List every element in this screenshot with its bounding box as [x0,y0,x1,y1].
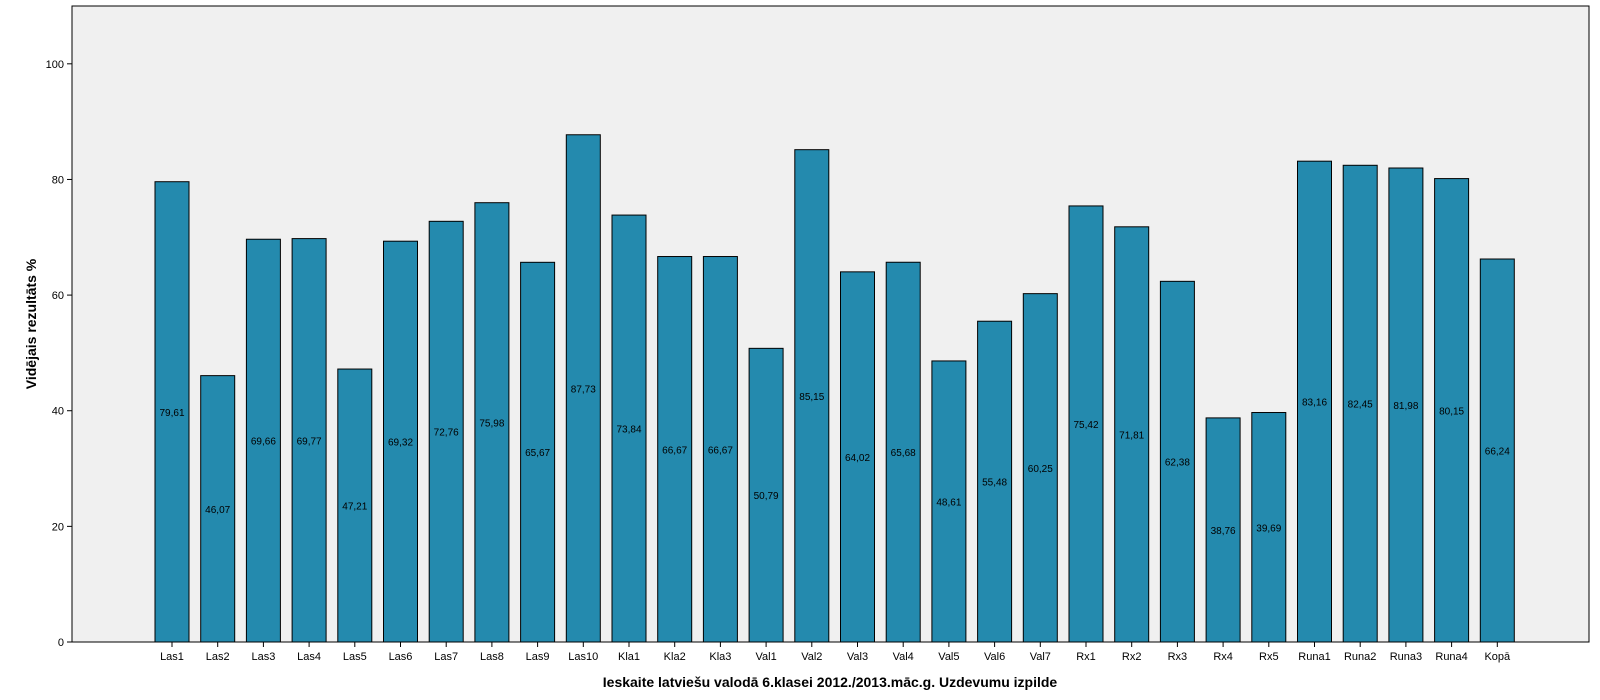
data-label: 85,15 [799,392,824,403]
bars [154,134,1515,643]
y-tick-label: 40 [52,406,64,418]
x-tick-label: Val1 [755,651,776,663]
bar-val5 [931,360,967,643]
bar-val2 [794,149,830,643]
bar-las3 [245,238,281,643]
data-label: 46,07 [205,505,230,516]
bar-val6 [977,320,1013,643]
data-label: 80,15 [1439,406,1464,417]
data-label: 60,25 [1028,464,1053,475]
bar-las2 [200,375,236,643]
bar-rx3 [1159,280,1195,643]
data-label: 69,77 [297,436,322,447]
y-axis: 0 20 40 60 80 100 [46,59,72,649]
data-label: 48,61 [936,497,961,508]
x-tick-label: Rx2 [1122,651,1142,663]
x-axis-title: Ieskaite latviešu valodā 6.klasei 2012./… [603,674,1058,690]
bar-kla3 [702,256,738,643]
data-labels: 79,61 46,07 69,66 69,77 47,21 69,32 72,76 75,98… [159,384,1510,537]
data-label: 38,76 [1211,526,1236,537]
x-tick-label: Kla2 [664,651,686,663]
x-tick-label: Las3 [251,651,275,663]
data-label: 55,48 [982,478,1007,489]
bar-runa4 [1434,178,1470,643]
bar-runa2 [1342,164,1378,643]
x-tick-label: Las10 [568,651,598,663]
x-tick-label: Las2 [206,651,230,663]
data-label: 87,73 [571,384,596,395]
bar-rx4 [1205,417,1241,643]
data-label: 50,79 [754,491,779,502]
x-tick-label: Las7 [434,651,458,663]
y-tick-label: 60 [52,290,64,302]
x-tick-label: Runa1 [1298,651,1330,663]
bar-runa1 [1297,160,1332,643]
bar-las5 [337,368,373,643]
y-tick-label: 80 [52,174,64,186]
bar-rx5 [1251,412,1287,643]
y-tick-label: 20 [52,521,64,533]
bar-las10 [565,134,601,643]
data-label: 65,68 [891,448,916,459]
y-tick-label: 100 [46,59,64,71]
bar-val3 [840,271,875,643]
x-tick-label: Val5 [938,651,959,663]
data-label: 83,16 [1302,398,1327,409]
data-label: 65,67 [525,448,550,459]
data-label: 75,98 [479,418,504,429]
y-tick-label: 0 [58,637,64,649]
x-tick-label: Val4 [893,651,914,663]
bar-runa3 [1388,167,1424,643]
data-label: 64,02 [845,453,870,464]
data-label: 39,69 [1256,523,1281,534]
x-tick-label: Rx5 [1259,651,1279,663]
bar-rx1 [1068,205,1104,643]
bar-rx2 [1114,226,1150,643]
data-label: 82,45 [1348,400,1373,411]
x-tick-label: Las9 [526,651,550,663]
x-tick-label: Rx1 [1076,651,1096,663]
x-tick-label: Runa3 [1390,651,1422,663]
x-tick-label: Kla1 [618,651,640,663]
x-tick-label: Las8 [480,651,504,663]
x-tick-label: Runa2 [1344,651,1376,663]
data-label: 47,21 [342,502,367,513]
x-tick-label: Val7 [1030,651,1051,663]
bar-val4 [885,261,921,643]
data-label: 69,66 [251,437,276,448]
x-tick-label: Las4 [297,651,321,663]
x-tick-label: Kla3 [709,651,731,663]
x-tick-label: Rx3 [1168,651,1188,663]
x-tick-label: Rx4 [1213,651,1233,663]
data-label: 69,32 [388,438,413,449]
x-tick-label: Val2 [801,651,822,663]
x-tick-label: Kopā [1484,651,1511,663]
data-label: 62,38 [1165,458,1190,469]
data-label: 79,61 [159,408,184,419]
data-label: 66,67 [662,445,687,456]
x-tick-label: Val6 [984,651,1005,663]
x-tick-label: Runa4 [1435,651,1467,663]
y-axis-title: Vidējais rezultāts % [23,258,39,389]
bar-kopā [1479,258,1515,643]
data-label: 66,67 [708,445,733,456]
bar-val7 [1022,293,1058,643]
data-label: 73,84 [616,425,641,436]
bar-las1 [154,181,190,643]
bar-las7 [428,220,464,643]
x-tick-label: Las1 [160,651,184,663]
x-tick-label: Las5 [343,651,367,663]
data-label: 72,76 [434,428,459,439]
data-label: 75,42 [1073,420,1098,431]
bar-kla1 [611,214,647,643]
bar-las9 [520,261,556,643]
x-axis: Las1 Las2 Las3 Las4 Las5 Las6 Las7 Las8 Las9 Las1… [160,642,1511,663]
data-label: 81,98 [1393,401,1418,412]
x-tick-label: Las6 [389,651,413,663]
x-tick-label: Val3 [847,651,868,663]
data-label: 66,24 [1485,447,1510,458]
data-label: 71,81 [1119,430,1144,441]
